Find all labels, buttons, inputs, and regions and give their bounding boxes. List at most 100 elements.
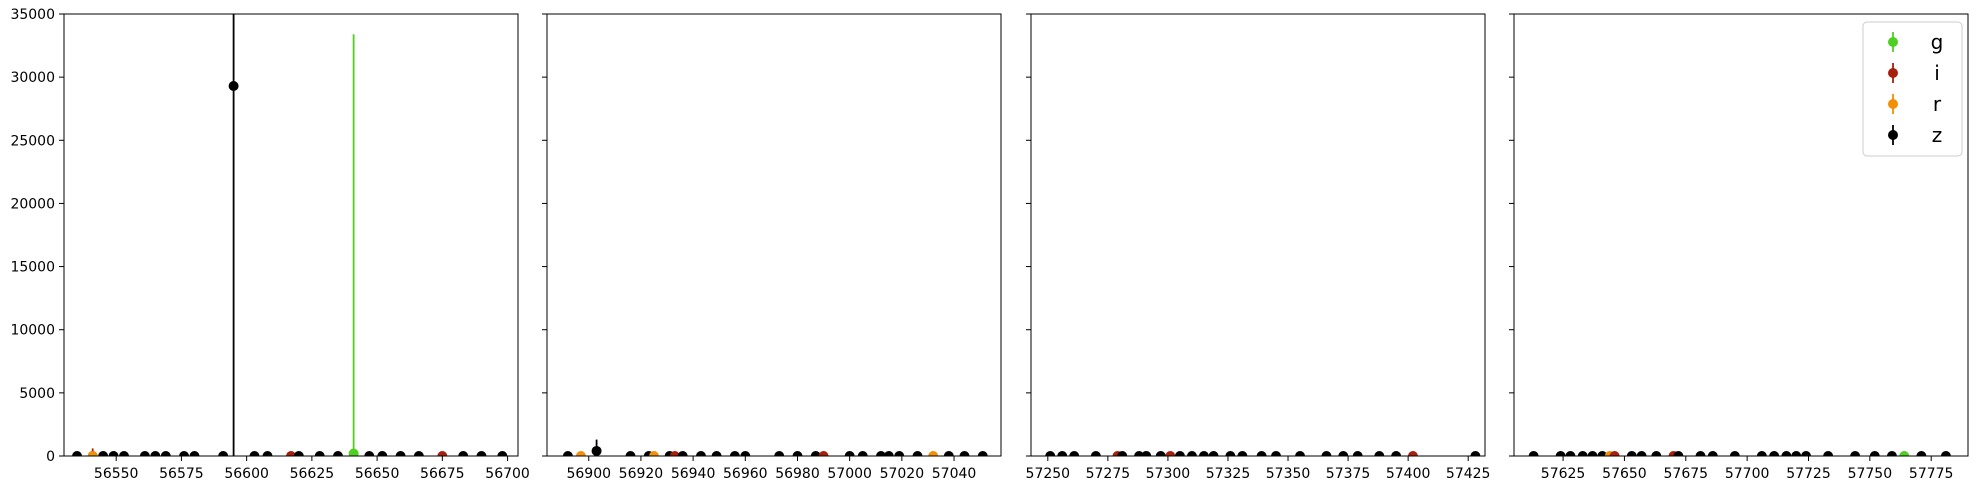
data-point-z [810,451,821,456]
data-point-z [1186,451,1197,456]
data-point-z [729,451,740,456]
x-tick-label: 57375 [1326,466,1371,482]
x-tick-label: 57425 [1446,466,1491,482]
data-point-r [575,451,586,456]
x-tick-label: 57675 [1664,466,1709,482]
data-point-z [1940,451,1951,456]
legend-marker-i [1888,68,1898,78]
data-point-z [395,451,406,456]
data-point-z [875,451,886,456]
panel-2: 56900 56920 56940 56960 56980 57000 57020 57040 [542,13,1002,482]
data-point-z [228,80,239,91]
data-point-z [1673,451,1684,456]
x-tick-label: 56650 [355,466,400,482]
data-point-z [943,451,954,456]
data-layer [1045,451,1481,456]
x-tick-label: 56550 [94,466,139,482]
panel-1: 0 5000 10000 15000 20000 25000 30000 35000 56550… [10,7,530,482]
legend-label-i: i [1934,61,1940,85]
data-point-z [1069,451,1080,456]
x-tick-label: 57700 [1725,466,1770,482]
data-point-z [677,451,688,456]
data-point-z [1174,451,1185,456]
data-point-z [1352,451,1363,456]
x-tick-label: 57625 [1541,466,1586,482]
data-point-z [458,451,469,456]
y-tick-label: 30000 [10,70,55,86]
data-point-z [1916,451,1927,456]
axes-frame [546,13,1002,457]
data-point-z [1769,451,1780,456]
data-point-g [1899,451,1910,456]
data-point-i [818,451,829,456]
data-point-z [1090,451,1101,456]
data-point-z [218,451,229,456]
x-tick-label: 57725 [1786,466,1831,482]
data-point-z [844,451,855,456]
data-point-g [348,448,359,456]
x-tick-label: 57325 [1206,466,1251,482]
data-point-z [1695,451,1706,456]
x-tick-label: 57300 [1146,466,1191,482]
x-tick-label: 56940 [671,466,716,482]
data-point-z [857,451,868,456]
axes-frame [1030,13,1486,457]
data-layer [72,14,508,456]
y-tick-label: 5000 [19,386,55,402]
data-point-z [1225,451,1236,456]
data-point-z [119,451,130,456]
x-tick-label: 56700 [485,466,530,482]
axes-frame [63,13,519,457]
x-tick-label: 56575 [159,466,204,482]
x-tick-label: 57400 [1386,466,1431,482]
data-point-z [160,451,171,456]
data-point-z [377,451,388,456]
data-point-i [1165,451,1176,456]
x-tick-label: 57775 [1909,466,1954,482]
data-point-z [1271,451,1282,456]
data-point-z [364,451,375,456]
panel-4: 57625 57650 57675 57700 57725 57750 57775 [1509,13,1969,482]
data-point-z [1651,451,1662,456]
x-tick-label: 56600 [224,466,269,482]
data-point-z [912,451,923,456]
data-point-z [1338,451,1349,456]
x-tick-label: 57000 [827,466,872,482]
data-point-z [1155,451,1166,456]
axes-frame [1513,13,1969,457]
x-tick-label: 57020 [880,466,925,482]
data-point-z [1321,451,1332,456]
data-point-z [1707,451,1718,456]
y-tick-label: 25000 [10,133,55,149]
data-point-z [72,451,83,456]
data-point-z [1528,451,1539,456]
data-point-i [437,451,448,456]
data-point-z [179,451,190,456]
y-tick-label: 0 [46,449,55,465]
data-point-i [1407,451,1418,456]
data-point-z [1886,451,1897,456]
y-tick-label: 15000 [10,260,55,276]
data-point-z [413,451,424,456]
data-point-z [497,451,508,456]
x-tick-label: 57250 [1026,466,1071,482]
legend-box [1862,21,1963,157]
data-point-z [1850,451,1861,456]
data-point-r [648,451,659,456]
data-point-z [1198,451,1209,456]
y-tick-label: 35000 [10,7,55,23]
data-layer [562,439,988,456]
legend-label-r: r [1933,92,1942,116]
data-point-z [591,445,602,456]
data-point-i [286,451,296,456]
x-tick-label: 56920 [619,466,664,482]
data-point-z [1045,451,1056,456]
data-point-i [1609,451,1620,456]
data-point-z [332,451,343,456]
data-point-z [1756,451,1767,456]
data-point-z [1295,451,1306,456]
data-point-z [1791,451,1802,456]
data-point-z [150,451,161,456]
data-point-z [476,451,487,456]
